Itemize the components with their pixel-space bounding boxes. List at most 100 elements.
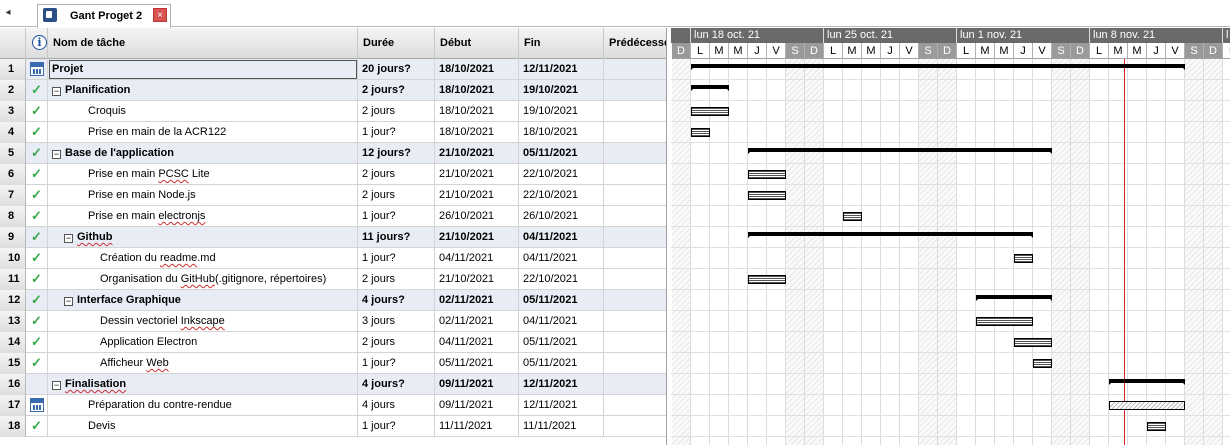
task-row[interactable]: 6 ✓ Prise en main PCSC Lite 2 jours 21/10/20… [0, 164, 666, 185]
start-cell[interactable]: 11/11/2021 [435, 416, 519, 437]
predecessors-cell[interactable] [604, 353, 666, 374]
task-bar[interactable] [691, 128, 710, 137]
duration-cell[interactable]: 2 jours [358, 101, 435, 122]
task-name-cell[interactable]: − Finalisation [48, 374, 358, 395]
start-cell[interactable]: 09/11/2021 [435, 374, 519, 395]
task-row[interactable]: 11 ✓ Organisation du GitHub(.gitignore, ré… [0, 269, 666, 290]
row-number[interactable]: 2 [0, 80, 26, 101]
duration-cell[interactable]: 2 jours? [358, 80, 435, 101]
gantt-chart[interactable]: lun 18 oct. 21 lun 25 oct. 21 lun 1 nov. 2… [671, 28, 1230, 445]
summary-bar[interactable] [1109, 379, 1185, 385]
row-number[interactable]: 12 [0, 290, 26, 311]
task-name-cell[interactable]: Prise en main Node.js [48, 185, 358, 206]
row-number[interactable]: 1 [0, 59, 26, 80]
task-name-cell[interactable]: − Base de l'application [48, 143, 358, 164]
duration-cell[interactable]: 1 jour? [358, 206, 435, 227]
predecessors-cell[interactable] [604, 206, 666, 227]
finish-cell[interactable]: 22/10/2021 [519, 269, 604, 290]
task-name-cell[interactable]: Prise en main de la ACR122 [48, 122, 358, 143]
task-row[interactable]: 3 ✓ Croquis 2 jours 18/10/2021 19/10/2021 [0, 101, 666, 122]
predecessors-cell[interactable] [604, 416, 666, 437]
duration-cell[interactable]: 2 jours [358, 332, 435, 353]
start-cell[interactable]: 02/11/2021 [435, 311, 519, 332]
duration-cell[interactable]: 20 jours? [358, 59, 435, 80]
task-bar[interactable] [1109, 401, 1185, 410]
task-row[interactable]: 9 ✓ − Github 11 jours? 21/10/2021 04/11/2021 [0, 227, 666, 248]
start-cell[interactable]: 21/10/2021 [435, 143, 519, 164]
start-cell[interactable]: 02/11/2021 [435, 290, 519, 311]
row-number-header[interactable] [0, 28, 26, 59]
collapse-toggle-icon[interactable]: − [64, 233, 73, 243]
predecessors-header[interactable]: Prédécesseurs [604, 28, 666, 59]
start-cell[interactable]: 18/10/2021 [435, 101, 519, 122]
predecessors-cell[interactable] [604, 164, 666, 185]
collapse-toggle-icon[interactable]: − [52, 380, 61, 390]
start-header[interactable]: Début [435, 28, 519, 59]
start-cell[interactable]: 18/10/2021 [435, 122, 519, 143]
duration-cell[interactable]: 1 jour? [358, 416, 435, 437]
finish-cell[interactable]: 05/11/2021 [519, 332, 604, 353]
start-cell[interactable]: 18/10/2021 [435, 80, 519, 101]
task-name-cell[interactable]: Création du readme.md [48, 248, 358, 269]
task-name-header[interactable]: Nom de tâche [48, 28, 358, 59]
summary-bar[interactable] [748, 232, 1033, 238]
predecessors-cell[interactable] [604, 332, 666, 353]
start-cell[interactable]: 26/10/2021 [435, 206, 519, 227]
duration-cell[interactable]: 1 jour? [358, 353, 435, 374]
task-row[interactable]: 2 ✓ − Planification 2 jours? 18/10/2021 19/10/… [0, 80, 666, 101]
finish-cell[interactable]: 22/10/2021 [519, 164, 604, 185]
task-name-cell[interactable]: Préparation du contre-rendue [48, 395, 358, 416]
start-cell[interactable]: 04/11/2021 [435, 332, 519, 353]
finish-cell[interactable]: 04/11/2021 [519, 311, 604, 332]
task-row[interactable]: 10 ✓ Création du readme.md 1 jour? 04/11/202… [0, 248, 666, 269]
row-number[interactable]: 8 [0, 206, 26, 227]
predecessors-cell[interactable] [604, 374, 666, 395]
task-name-cell[interactable]: − Github [48, 227, 358, 248]
finish-cell[interactable]: 12/11/2021 [519, 374, 604, 395]
finish-cell[interactable]: 26/10/2021 [519, 206, 604, 227]
duration-cell[interactable]: 4 jours? [358, 290, 435, 311]
finish-cell[interactable]: 22/10/2021 [519, 185, 604, 206]
row-number[interactable]: 9 [0, 227, 26, 248]
start-cell[interactable]: 21/10/2021 [435, 227, 519, 248]
task-row[interactable]: 14 ✓ Application Electron 2 jours 04/11/2021… [0, 332, 666, 353]
task-bar[interactable] [748, 170, 786, 179]
summary-bar[interactable] [748, 148, 1052, 154]
task-row[interactable]: 13 ✓ Dessin vectoriel Inkscape 3 jours 02/11… [0, 311, 666, 332]
predecessors-cell[interactable] [604, 143, 666, 164]
row-number[interactable]: 7 [0, 185, 26, 206]
task-name-cell[interactable]: − Interface Graphique [48, 290, 358, 311]
task-name-cell[interactable]: Croquis [48, 101, 358, 122]
predecessors-cell[interactable] [604, 101, 666, 122]
row-number[interactable]: 18 [0, 416, 26, 437]
duration-cell[interactable]: 4 jours [358, 395, 435, 416]
duration-cell[interactable]: 11 jours? [358, 227, 435, 248]
finish-cell[interactable]: 19/10/2021 [519, 101, 604, 122]
duration-header[interactable]: Durée [358, 28, 435, 59]
finish-cell[interactable]: 05/11/2021 [519, 290, 604, 311]
task-bar[interactable] [843, 212, 862, 221]
task-bar[interactable] [748, 275, 786, 284]
predecessors-cell[interactable] [604, 80, 666, 101]
predecessors-cell[interactable] [604, 248, 666, 269]
task-row[interactable]: 7 ✓ Prise en main Node.js 2 jours 21/10/2021… [0, 185, 666, 206]
row-number[interactable]: 5 [0, 143, 26, 164]
task-row[interactable]: 5 ✓ − Base de l'application 12 jours? 21/10/2… [0, 143, 666, 164]
task-row[interactable]: 15 ✓ Afficheur Web 1 jour? 05/11/2021 05/11/2… [0, 353, 666, 374]
task-name-cell[interactable]: Dessin vectoriel Inkscape [48, 311, 358, 332]
finish-cell[interactable]: 18/10/2021 [519, 122, 604, 143]
summary-bar[interactable] [976, 295, 1052, 301]
start-cell[interactable]: 21/10/2021 [435, 185, 519, 206]
row-number[interactable]: 11 [0, 269, 26, 290]
task-bar[interactable] [976, 317, 1033, 326]
finish-cell[interactable]: 04/11/2021 [519, 248, 604, 269]
finish-cell[interactable]: 05/11/2021 [519, 353, 604, 374]
task-name-cell[interactable]: Afficheur Web [48, 353, 358, 374]
task-bar[interactable] [1014, 338, 1052, 347]
duration-cell[interactable]: 1 jour? [358, 122, 435, 143]
predecessors-cell[interactable] [604, 311, 666, 332]
task-row[interactable]: 1 Projet 20 jours? 18/10/2021 12/11/2021 [0, 59, 666, 80]
task-name-cell[interactable]: Application Electron [48, 332, 358, 353]
start-cell[interactable]: 21/10/2021 [435, 164, 519, 185]
task-row[interactable]: 8 ✓ Prise en main electronjs 1 jour? 26/10/2… [0, 206, 666, 227]
